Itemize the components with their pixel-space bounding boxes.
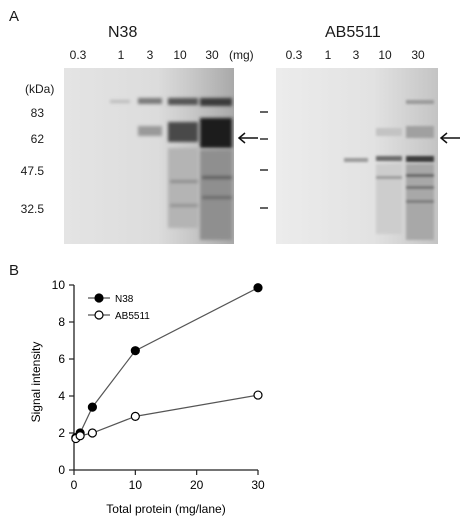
- data-point-ab5511: [130, 411, 140, 421]
- legend-label: N38: [115, 294, 134, 305]
- mw-header: (kDa): [25, 82, 55, 96]
- x-tick-label: 0: [71, 478, 78, 492]
- lane-label: 3: [352, 48, 360, 62]
- blot-title-ab5511: AB5511: [325, 24, 381, 41]
- series-line-n38: [75, 287, 259, 439]
- y-tick-label: 8: [58, 315, 65, 329]
- mw-marker-83: 83: [30, 106, 44, 120]
- data-point-ab5511: [253, 390, 263, 400]
- mw-marker-ticks: [260, 111, 268, 209]
- western-blot-ab5511: [276, 68, 438, 244]
- y-tick-label: 2: [58, 426, 65, 440]
- lane-label: 3: [146, 48, 154, 62]
- data-point-ab5511: [75, 431, 85, 441]
- y-tick-label: 10: [52, 278, 66, 292]
- western-blot-n38: [64, 68, 234, 244]
- lane-label: 0.3: [69, 48, 87, 62]
- line-chart: 0 2 4 6 8 10 0 10 20 30 N38 AB5511 Signal intensit…: [29, 278, 265, 516]
- data-point-ab5511: [87, 428, 98, 438]
- x-tick-label: 10: [129, 478, 143, 492]
- lane-label: 10: [378, 48, 392, 62]
- panel-b-letter: B: [9, 262, 20, 279]
- y-tick-label: 4: [58, 389, 65, 403]
- lane-label: 10: [173, 48, 187, 62]
- legend-marker: [94, 310, 104, 320]
- y-tick-label: 6: [58, 352, 65, 366]
- arrow-left-icon: [237, 132, 258, 144]
- panel-a-letter: A: [9, 8, 20, 25]
- y-tick-label: 0: [58, 463, 65, 477]
- data-point-n38: [253, 283, 263, 293]
- data-point-n38: [87, 402, 98, 412]
- series-line-ab5511: [75, 394, 259, 440]
- lane-label: 0.3: [285, 48, 303, 62]
- lane-label: 30: [411, 48, 425, 62]
- legend-marker: [94, 293, 104, 303]
- mw-marker-32-5: 32.5: [20, 202, 44, 216]
- data-point-n38: [130, 346, 140, 356]
- y-axis-label: Signal intensity: [29, 342, 43, 423]
- legend-label: AB5511: [115, 311, 150, 322]
- lane-label: 1: [324, 48, 332, 62]
- lane-label: 1: [117, 48, 125, 62]
- x-tick-label: 20: [190, 478, 204, 492]
- mw-marker-62: 62: [30, 132, 44, 146]
- lane-unit-label: (mg): [229, 48, 254, 62]
- x-tick-label: 30: [251, 478, 265, 492]
- x-axis-label: Total protein (mg/lane): [106, 502, 225, 516]
- mw-marker-47-5: 47.5: [20, 164, 44, 178]
- lane-label: 30: [205, 48, 219, 62]
- blot-title-n38: N38: [108, 24, 138, 41]
- arrow-left-icon: [439, 132, 460, 144]
- chart-axes: 0 2 4 6 8 10 0 10 20 30: [52, 278, 265, 492]
